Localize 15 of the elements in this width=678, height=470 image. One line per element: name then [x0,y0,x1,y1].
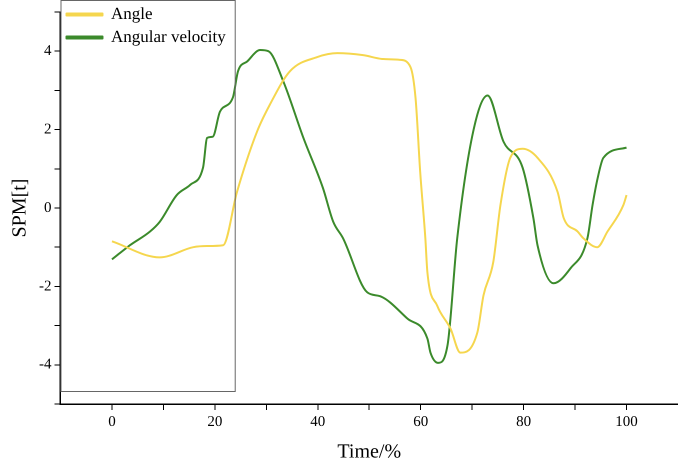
y-tick-label: -2 [38,278,52,294]
x-tick-label: 40 [310,414,326,430]
y-axis-title: SPM[t] [8,178,30,238]
x-tick-label: 20 [207,414,222,430]
x-tick-label: 80 [516,414,532,430]
legend-label: Angle [110,4,153,23]
y-tick-label: 4 [44,43,52,60]
x-axis-title: Time/% [337,440,402,462]
x-tick-label: 100 [615,414,638,430]
y-tick-label: -4 [38,356,52,373]
legend-label: Angular velocity [110,26,226,46]
y-tick-label: 2 [44,122,52,138]
y-tick-label: 0 [44,200,52,216]
x-tick-label: 0 [108,414,116,430]
x-tick-label: 60 [413,414,428,430]
